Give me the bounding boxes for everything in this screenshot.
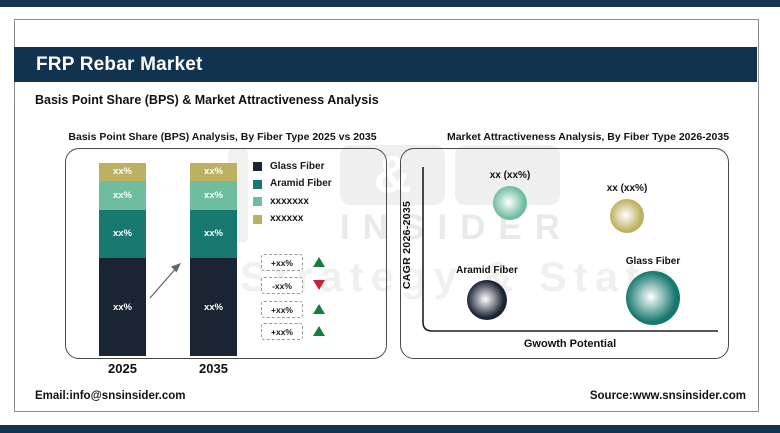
y-axis-label: CAGR 2026-2035	[401, 200, 413, 290]
bar-segment-value: xx%	[112, 189, 132, 201]
legend-item: Aramid Fiber	[253, 178, 332, 190]
legend-swatch-icon	[253, 214, 262, 224]
bar-segment-value: xx%	[112, 166, 132, 178]
down-triangle-icon	[313, 280, 325, 290]
legend-item: xxxxxxx	[253, 195, 332, 207]
bar-segment-2035-glass-fiber: xx%	[190, 258, 237, 356]
bubble-label: Aramid Fiber	[456, 265, 518, 276]
bubble-xx-xx-	[493, 186, 527, 220]
up-triangle-icon	[313, 304, 325, 314]
bps-chart-title: Basis Point Share (BPS) Analysis, By Fib…	[68, 131, 377, 143]
legend-swatch-icon	[253, 162, 262, 172]
bar-segment-2035-xxxxxxx: xx%	[190, 180, 237, 210]
bubble-glass-fiber	[626, 271, 680, 325]
bar-segment-2025-xxxxxxx: xx%	[99, 180, 146, 210]
bar-segment-value: xx%	[203, 301, 223, 313]
x-axis-category-2025: 2025	[108, 361, 137, 376]
legend-item: Glass Fiber	[253, 160, 332, 172]
xy-axis	[422, 167, 718, 332]
bottom-accent-bar	[0, 425, 780, 433]
chart-legend: Glass Fiber Aramid Fiber xxxxxxx xxxxxx	[253, 160, 332, 232]
x-axis-label: Gwowth Potential	[523, 338, 617, 350]
footer-source: Source:www.snsinsider.com	[589, 390, 746, 402]
page-title: FRP Rebar Market	[36, 53, 203, 75]
bar-segment-2025-aramid-fiber: xx%	[99, 209, 146, 258]
bubble-label: xx (xx%)	[606, 183, 648, 194]
bubble-label: xx (xx%)	[489, 170, 531, 181]
legend-swatch-icon	[253, 179, 262, 189]
attractiveness-chart-panel	[400, 148, 729, 359]
title-banner: FRP Rebar Market	[14, 47, 757, 82]
bubble-aramid-fiber	[467, 280, 507, 320]
change-badge: +xx%	[261, 301, 303, 318]
legend-item: xxxxxx	[253, 213, 332, 225]
bar-segment-value: xx%	[203, 189, 223, 201]
legend-label: xxxxxx	[270, 213, 304, 225]
up-triangle-icon	[313, 257, 325, 267]
bar-segment-value: xx%	[203, 166, 223, 178]
top-accent-bar	[0, 0, 780, 7]
bps-chart-panel	[65, 148, 387, 359]
legend-swatch-icon	[253, 197, 262, 207]
footer-email: Email:info@snsinsider.com	[35, 390, 186, 402]
change-badge: +xx%	[261, 323, 303, 340]
change-badge: +xx%	[261, 254, 303, 271]
growth-arrow-icon	[149, 263, 181, 299]
bar-segment-value: xx%	[112, 301, 132, 313]
legend-label: Glass Fiber	[270, 160, 325, 172]
watermark-strategy-text: Strategy & Stats	[240, 253, 677, 300]
bubble-xx-xx-	[610, 199, 644, 233]
legend-label: xxxxxxx	[270, 195, 309, 207]
change-badge: -xx%	[261, 277, 303, 294]
bar-segment-2035-xxxxxx: xx%	[190, 163, 237, 181]
bar-segment-value: xx%	[203, 228, 223, 240]
bubble-label: Glass Fiber	[625, 256, 681, 267]
x-axis-category-2035: 2035	[199, 361, 228, 376]
bar-segment-value: xx%	[112, 228, 132, 240]
watermark-insider-text: INSIDER	[340, 208, 573, 247]
up-triangle-icon	[313, 326, 325, 336]
bar-segment-2025-xxxxxx: xx%	[99, 163, 146, 181]
attractiveness-chart-title: Market Attractiveness Analysis, By Fiber…	[446, 131, 730, 143]
bar-segment-2035-aramid-fiber: xx%	[190, 209, 237, 258]
legend-label: Aramid Fiber	[270, 178, 332, 190]
page-subtitle: Basis Point Share (BPS) & Market Attract…	[35, 93, 379, 107]
bar-segment-2025-glass-fiber: xx%	[99, 258, 146, 356]
